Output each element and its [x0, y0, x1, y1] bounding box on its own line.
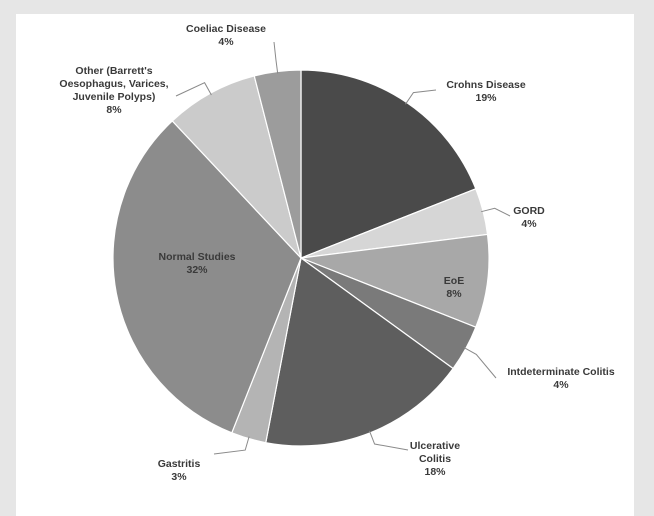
slice-label-crohns-disease: Crohns Disease 19%: [446, 79, 526, 104]
slice-name-label: Intdeterminate Colitis: [507, 366, 615, 378]
pie-chart: Crohns Disease 19%GORD 4%EoE 8%Intdetermina…: [59, 23, 614, 483]
leader-line-crohns-disease: [405, 89, 437, 105]
slice-name-label: Other (Barrett's: [75, 65, 152, 77]
slice-label-coeliac-disease: Coeliac Disease 4%: [186, 23, 266, 48]
slice-value-label: 32%: [186, 264, 208, 276]
slice-value-label: 4%: [218, 36, 234, 48]
slice-name-label: Gastritis: [158, 458, 201, 470]
slice-name-label: GORD: [513, 205, 545, 217]
slice-name-label: Crohns Disease: [446, 79, 526, 91]
slice-label-other-barrett-s-oesophagus-varices-juvenile-polyps: Other (Barrett's Oesophagus, Varices, Juve…: [59, 65, 168, 116]
slice-name-label: Oesophagus, Varices,: [59, 78, 168, 90]
pie-slice-normal-studies: [112, 120, 302, 434]
slice-value-label: 4%: [553, 379, 569, 391]
slice-label-normal-studies: Normal Studies 32%: [158, 251, 235, 276]
slice-label-gastritis: Gastritis 3%: [158, 458, 201, 483]
slice-name-label: Colitis: [419, 453, 451, 465]
leader-line-gastritis: [213, 436, 250, 455]
pie-slices: [112, 69, 490, 447]
leader-line-ulcerative-colitis: [369, 430, 409, 451]
slice-value-label: 8%: [106, 104, 122, 116]
pie-slice-eoe: [300, 233, 490, 328]
leader-line-intdeterminate-colitis: [463, 347, 497, 379]
slice-labels: Crohns Disease 19%GORD 4%EoE 8%Intdetermina…: [59, 23, 614, 483]
slice-name-label: EoE: [444, 275, 464, 287]
leader-line-gord: [481, 207, 511, 217]
leader-line-coeliac-disease: [273, 41, 279, 74]
chart-frame: Crohns Disease 19% GORD 4% EoE 8% Intdetermina…: [16, 14, 634, 516]
slice-label-eoe: EoE 8%: [444, 275, 464, 300]
slice-value-label: 18%: [424, 466, 446, 478]
slice-name-label: Normal Studies: [158, 251, 235, 263]
slice-value-label: 4%: [521, 218, 537, 230]
slice-label-intdeterminate-colitis: Intdeterminate Colitis 4%: [507, 366, 615, 391]
slice-name-label: Coeliac Disease: [186, 23, 266, 35]
slice-value-label: 8%: [446, 288, 462, 300]
slice-value-label: 3%: [171, 471, 187, 483]
slice-label-gord: GORD 4%: [513, 205, 545, 230]
slice-name-label: Ulcerative: [410, 440, 460, 452]
slice-value-label: 19%: [475, 92, 497, 104]
leader-lines: [175, 41, 511, 455]
leader-line-other-barrett-s-oesophagus-varices-juvenile-polyps: [175, 82, 212, 97]
slice-name-label: Juvenile Polyps): [73, 91, 156, 103]
slice-label-ulcerative-colitis: Ulcerative Colitis 18%: [410, 440, 460, 478]
